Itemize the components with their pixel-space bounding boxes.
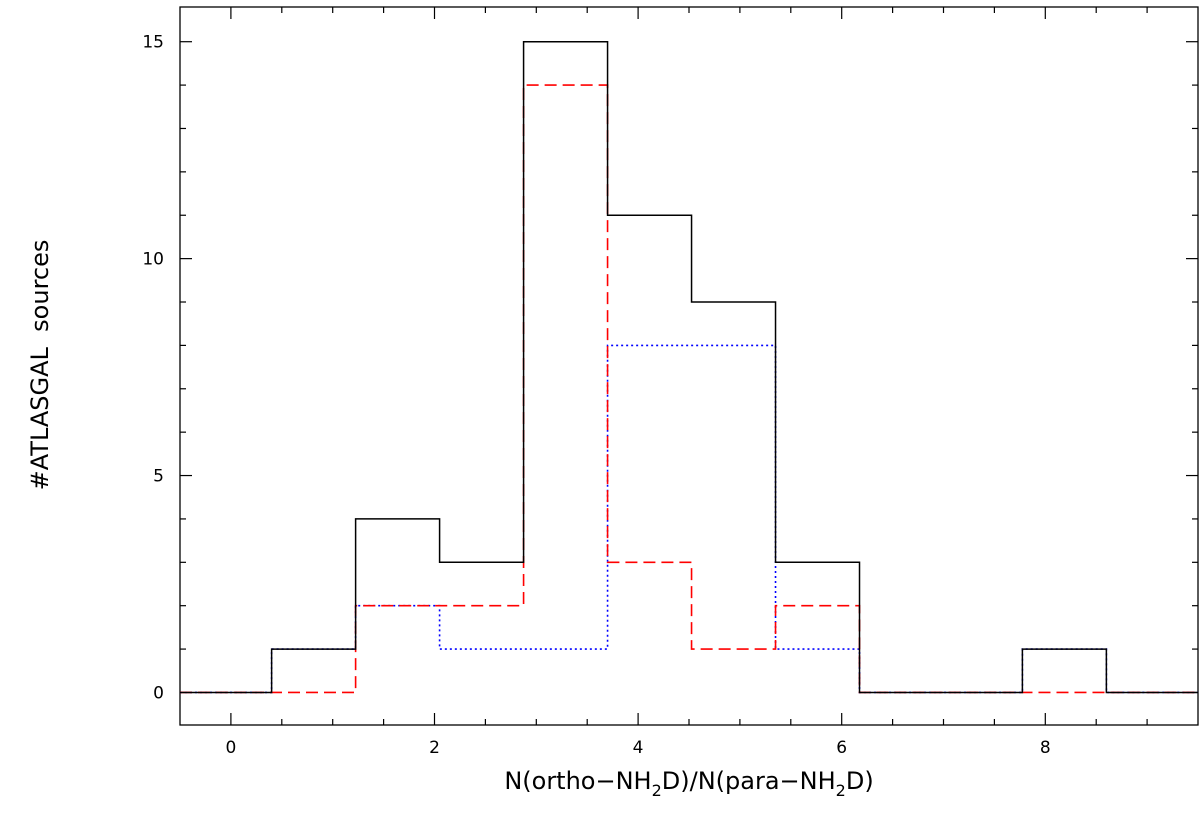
histogram-series-dashed xyxy=(180,84,1198,694)
x-tick-label: 4 xyxy=(633,738,644,758)
x-axis-title-part-3: D) xyxy=(846,767,874,795)
x-tick-label: 8 xyxy=(1040,738,1051,758)
axis-ticks xyxy=(180,7,1198,725)
histogram-series-solid xyxy=(180,40,1198,694)
y-axis-title: #ATLASGAL sources xyxy=(26,240,54,491)
x-axis-title-part-2: D)/N(para−NH xyxy=(662,767,836,795)
y-tick-label: 15 xyxy=(142,33,164,53)
y-tick-label: 5 xyxy=(153,467,164,487)
y-tick-label: 10 xyxy=(142,250,164,270)
histogram-series-dotted xyxy=(180,344,1198,694)
x-tick-label: 2 xyxy=(429,738,440,758)
x-tick-label: 6 xyxy=(836,738,847,758)
x-axis-title-subscript-1: 2 xyxy=(652,781,662,800)
y-tick-label: 0 xyxy=(153,683,164,703)
tick-labels: 0 2 4 6 8 0 5 10 15 xyxy=(142,33,1050,758)
x-tick-label: 0 xyxy=(225,738,236,758)
histogram-series xyxy=(180,40,1198,694)
plot-frame xyxy=(179,6,1199,726)
x-axis-title: N(ortho−NH2D)/N(para−NH2D) xyxy=(504,767,873,800)
x-axis-title-part-1: N(ortho−NH xyxy=(504,767,651,795)
x-axis-title-subscript-2: 2 xyxy=(836,781,846,800)
